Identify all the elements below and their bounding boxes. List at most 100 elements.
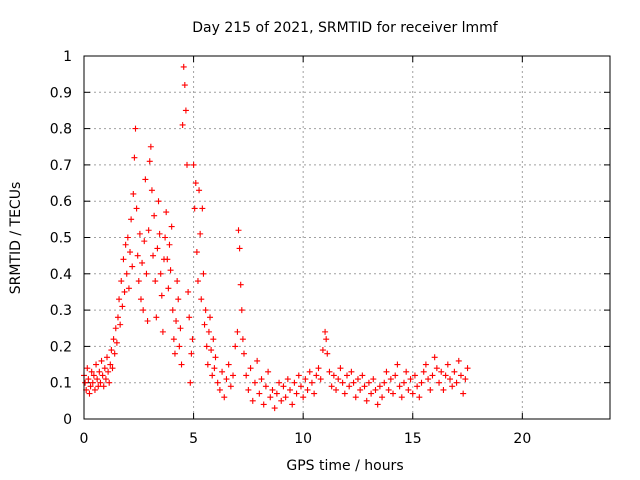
data-point [440, 386, 447, 393]
data-point [260, 401, 267, 408]
data-point [416, 394, 423, 401]
data-point [129, 263, 136, 270]
data-point [234, 328, 241, 335]
data-point [372, 386, 379, 393]
y-tick-label: 0.8 [50, 122, 72, 138]
data-point [108, 347, 115, 354]
data-point [403, 368, 410, 375]
data-point [165, 285, 172, 292]
data-point [221, 394, 228, 401]
data-point [238, 307, 245, 314]
data-point [136, 230, 143, 237]
data-point [100, 383, 107, 390]
data-point [90, 372, 97, 379]
data-point [306, 368, 313, 375]
data-point [192, 180, 199, 187]
data-point [409, 390, 416, 397]
data-point [174, 278, 181, 285]
data-point [204, 361, 211, 368]
data-point [85, 376, 92, 383]
data-point [162, 234, 169, 241]
data-point [139, 259, 146, 266]
data-point [177, 325, 184, 332]
data-point [187, 379, 194, 386]
data-point [167, 267, 174, 274]
data-point [256, 390, 263, 397]
data-point [455, 357, 462, 364]
data-point [94, 376, 101, 383]
data-point [315, 365, 322, 372]
data-point [140, 307, 147, 314]
data-point [132, 125, 139, 132]
data-point [398, 394, 405, 401]
data-point [91, 386, 98, 393]
data-point [271, 405, 278, 412]
data-point [438, 368, 445, 375]
data-point [190, 161, 197, 168]
data-point [308, 379, 315, 386]
data-point [112, 325, 119, 332]
data-point [291, 379, 298, 386]
data-point [181, 82, 188, 89]
data-point [262, 383, 269, 390]
data-point [130, 190, 137, 197]
data-point [145, 227, 152, 234]
data-point [293, 390, 300, 397]
data-point [201, 321, 208, 328]
data-point [370, 376, 377, 383]
data-point [236, 245, 243, 252]
data-point [319, 347, 326, 354]
data-point [249, 397, 256, 404]
data-point [352, 394, 359, 401]
y-tick-label: 0.1 [50, 376, 72, 392]
x-tick-label: 15 [404, 431, 422, 447]
y-tick-label: 0.9 [50, 85, 72, 101]
chart-title: Day 215 of 2021, SRMTID for receiver lmm… [192, 20, 499, 36]
data-point [427, 386, 434, 393]
data-point [344, 372, 350, 379]
data-point [302, 376, 309, 383]
data-point [289, 401, 296, 408]
x-tick-label: 0 [80, 431, 89, 447]
data-point [111, 350, 118, 357]
data-point [205, 328, 212, 335]
data-point [141, 238, 148, 245]
data-point [188, 350, 195, 357]
data-point [258, 376, 265, 383]
axis-ticks: 00.10.20.30.40.50.60.70.80.910 5 10 15 20 [50, 49, 610, 447]
data-point [392, 372, 399, 379]
data-point [284, 376, 291, 383]
data-point [82, 379, 89, 386]
data-point [433, 365, 440, 372]
data-point [193, 249, 200, 256]
data-point [116, 296, 123, 303]
data-point [152, 278, 159, 285]
data-point [144, 317, 151, 324]
data-point [376, 383, 383, 390]
data-point [333, 386, 340, 393]
data-point [104, 354, 111, 361]
data-point [179, 121, 186, 128]
data-point [159, 328, 166, 335]
x-tick-label: 5 [189, 431, 198, 447]
data-point [150, 252, 157, 259]
data-point [109, 365, 116, 372]
data-point [223, 376, 230, 383]
data-point [98, 357, 105, 364]
data-point [337, 365, 344, 372]
data-point [422, 361, 429, 368]
data-point [365, 379, 372, 386]
y-tick-label: 0.6 [50, 194, 72, 210]
data-point [436, 379, 443, 386]
data-point [137, 296, 144, 303]
data-point [200, 270, 207, 277]
data-point [86, 390, 93, 397]
data-point [383, 368, 390, 375]
data-point [173, 317, 180, 324]
data-point [89, 379, 96, 386]
data-point [114, 314, 121, 321]
data-point [269, 386, 276, 393]
data-point [208, 347, 215, 354]
data-point [235, 227, 242, 234]
data-point [155, 198, 162, 205]
